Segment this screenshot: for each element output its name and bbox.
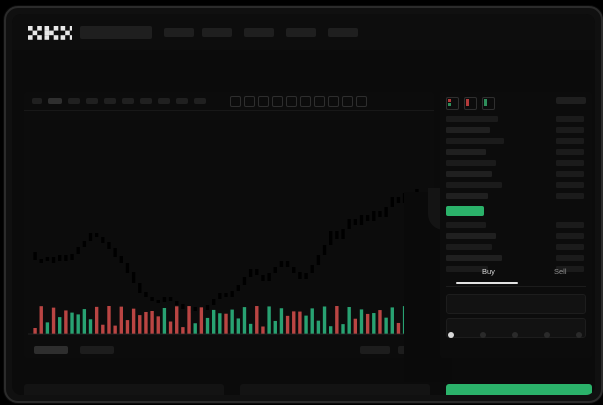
orderbook-ask-price — [556, 182, 584, 188]
top-navigation-bar — [12, 14, 595, 50]
orderbook-bid-row[interactable] — [446, 255, 502, 261]
orderbook-ask-row[interactable] — [446, 160, 496, 166]
brush-icon[interactable] — [286, 96, 297, 107]
timeframe-4[interactable] — [86, 98, 98, 104]
orderbook-view-toggles — [446, 97, 495, 110]
timeframe-8[interactable] — [158, 98, 170, 104]
nav-item-1[interactable] — [164, 28, 194, 37]
orderbook-grouping-selector[interactable] — [556, 97, 586, 104]
orderbook-both-icon[interactable] — [446, 97, 459, 110]
nav-item-3[interactable] — [244, 28, 274, 37]
orderbook-asks-icon[interactable] — [464, 97, 477, 110]
tab-buy[interactable]: Buy — [482, 267, 495, 276]
timeframe-10[interactable] — [194, 98, 206, 104]
chart-tool-1[interactable] — [360, 346, 390, 354]
market-sub-bar: Spot Trading ▾ ▾ — [12, 50, 595, 117]
chart-tab-2[interactable] — [80, 346, 114, 354]
timeframe-9[interactable] — [176, 98, 188, 104]
orderbook-panel: Buy Sell — [440, 92, 592, 358]
nav-item-4[interactable] — [286, 28, 316, 37]
orderbook-ask-price — [556, 127, 584, 133]
orderbook-bids-icon[interactable] — [482, 97, 495, 110]
trendline-icon[interactable] — [258, 96, 269, 107]
orderbook-ask-price — [556, 193, 584, 199]
slider-dot-4[interactable] — [576, 332, 582, 338]
eraser-icon[interactable] — [300, 96, 311, 107]
orderbook-ask-price — [556, 160, 584, 166]
app-screen: Spot Trading ▾ ▾ — [12, 14, 595, 395]
chart-tab-1[interactable] — [34, 346, 68, 354]
orderbook-ask-row[interactable] — [446, 116, 498, 122]
orderbook-ask-price — [556, 171, 584, 177]
buy-sell-tabs: Buy Sell — [446, 264, 586, 287]
global-search-input[interactable] — [80, 26, 152, 39]
price-candlestick-chart[interactable] — [24, 111, 434, 336]
chart-toolbar — [24, 92, 434, 111]
timeframe-2[interactable] — [48, 98, 62, 104]
orderbook-bid-price — [556, 233, 584, 239]
chart-panel — [24, 92, 452, 382]
slider-dot-1[interactable] — [480, 332, 486, 338]
okx-logo-icon[interactable] — [28, 26, 72, 40]
timeframe-1[interactable] — [32, 98, 42, 104]
orderbook-ask-row[interactable] — [446, 149, 486, 155]
orderbook-bid-row[interactable] — [446, 244, 492, 250]
volume-histogram — [28, 306, 420, 335]
tab-sell[interactable]: Sell — [554, 267, 567, 276]
slider-dot-0[interactable] — [448, 332, 454, 338]
orderbook-ask-price — [556, 149, 584, 155]
tablet-device-frame: Spot Trading ▾ ▾ — [4, 6, 603, 403]
orderbook-bid-row[interactable] — [446, 266, 488, 272]
orderbook-ask-row[interactable] — [446, 138, 504, 144]
orderbook-mid-price — [446, 206, 484, 216]
timeframe-6[interactable] — [122, 98, 134, 104]
timeframe-3[interactable] — [68, 98, 80, 104]
timeframe-5[interactable] — [104, 98, 116, 104]
trash-icon[interactable] — [356, 96, 367, 107]
chart-footer-tabs — [24, 342, 434, 358]
slider-dot-2[interactable] — [512, 332, 518, 338]
orderbook-ask-row[interactable] — [446, 182, 502, 188]
fib-icon[interactable] — [272, 96, 283, 107]
nav-item-5[interactable] — [328, 28, 358, 37]
place-order-button[interactable] — [446, 384, 592, 395]
orderbook-bid-price — [556, 222, 584, 228]
eye-icon[interactable] — [342, 96, 353, 107]
orderbook-bid-row[interactable] — [446, 222, 486, 228]
orderbook-ask-price — [556, 138, 584, 144]
open-orders-panel[interactable] — [24, 384, 224, 395]
order-price-input[interactable] — [446, 294, 586, 314]
cursor-icon[interactable] — [230, 96, 241, 107]
trade-history-panel[interactable] — [240, 384, 430, 395]
active-tab-underline — [456, 282, 518, 284]
orderbook-bid-price — [556, 266, 584, 272]
nav-item-2[interactable] — [202, 28, 232, 37]
crosshair-icon[interactable] — [244, 96, 255, 107]
orderbook-bid-row[interactable] — [446, 233, 496, 239]
orderbook-bid-price — [556, 255, 584, 261]
timeframe-7[interactable] — [140, 98, 152, 104]
orderbook-ask-row[interactable] — [446, 171, 492, 177]
orderbook-ask-row[interactable] — [446, 127, 490, 133]
lock-icon[interactable] — [328, 96, 339, 107]
orderbook-bid-price — [556, 244, 584, 250]
slider-dot-3[interactable] — [544, 332, 550, 338]
magnet-icon[interactable] — [314, 96, 325, 107]
amount-slider[interactable] — [446, 330, 586, 340]
orderbook-ask-price — [556, 116, 584, 122]
orderbook-ask-row[interactable] — [446, 193, 488, 199]
